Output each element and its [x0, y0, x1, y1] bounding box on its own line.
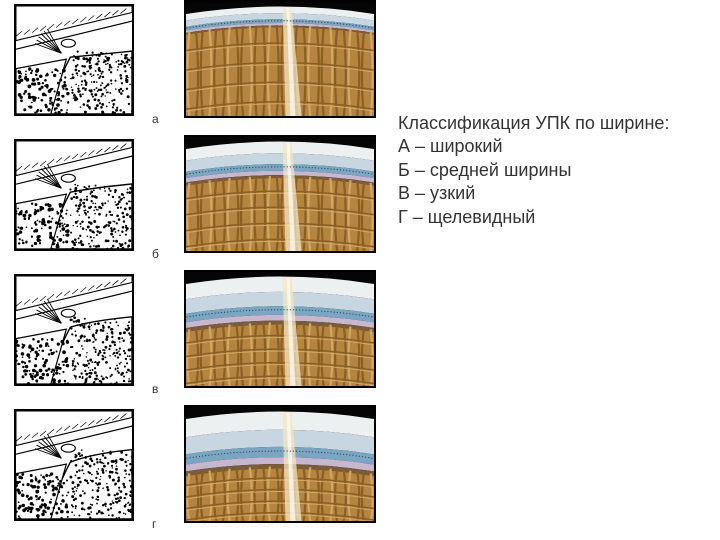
gonioscopy-view-в: [184, 270, 376, 388]
row-label-б: б: [152, 247, 159, 261]
classification-title: Классификация УПК по ширине:: [398, 112, 710, 135]
angle-schematic-в: [14, 274, 134, 386]
angle-schematic-а: [14, 4, 134, 116]
row-label-в: в: [152, 382, 158, 396]
classification-line: Г – щелевидный: [398, 206, 710, 229]
classification-text: Классификация УПК по ширине:А – широкийБ…: [398, 112, 710, 229]
classification-line: А – широкий: [398, 135, 710, 158]
gonioscopy-view-г: [184, 405, 376, 523]
gonioscopy-view-а: [184, 0, 376, 118]
classification-line: Б – средней ширины: [398, 159, 710, 182]
classification-line: В – узкий: [398, 182, 710, 205]
gonioscopy-view-б: [184, 135, 376, 253]
angle-schematic-б: [14, 139, 134, 251]
row-label-г: г: [152, 517, 156, 531]
angle-schematic-г: [14, 409, 134, 521]
row-label-а: а: [152, 112, 159, 126]
